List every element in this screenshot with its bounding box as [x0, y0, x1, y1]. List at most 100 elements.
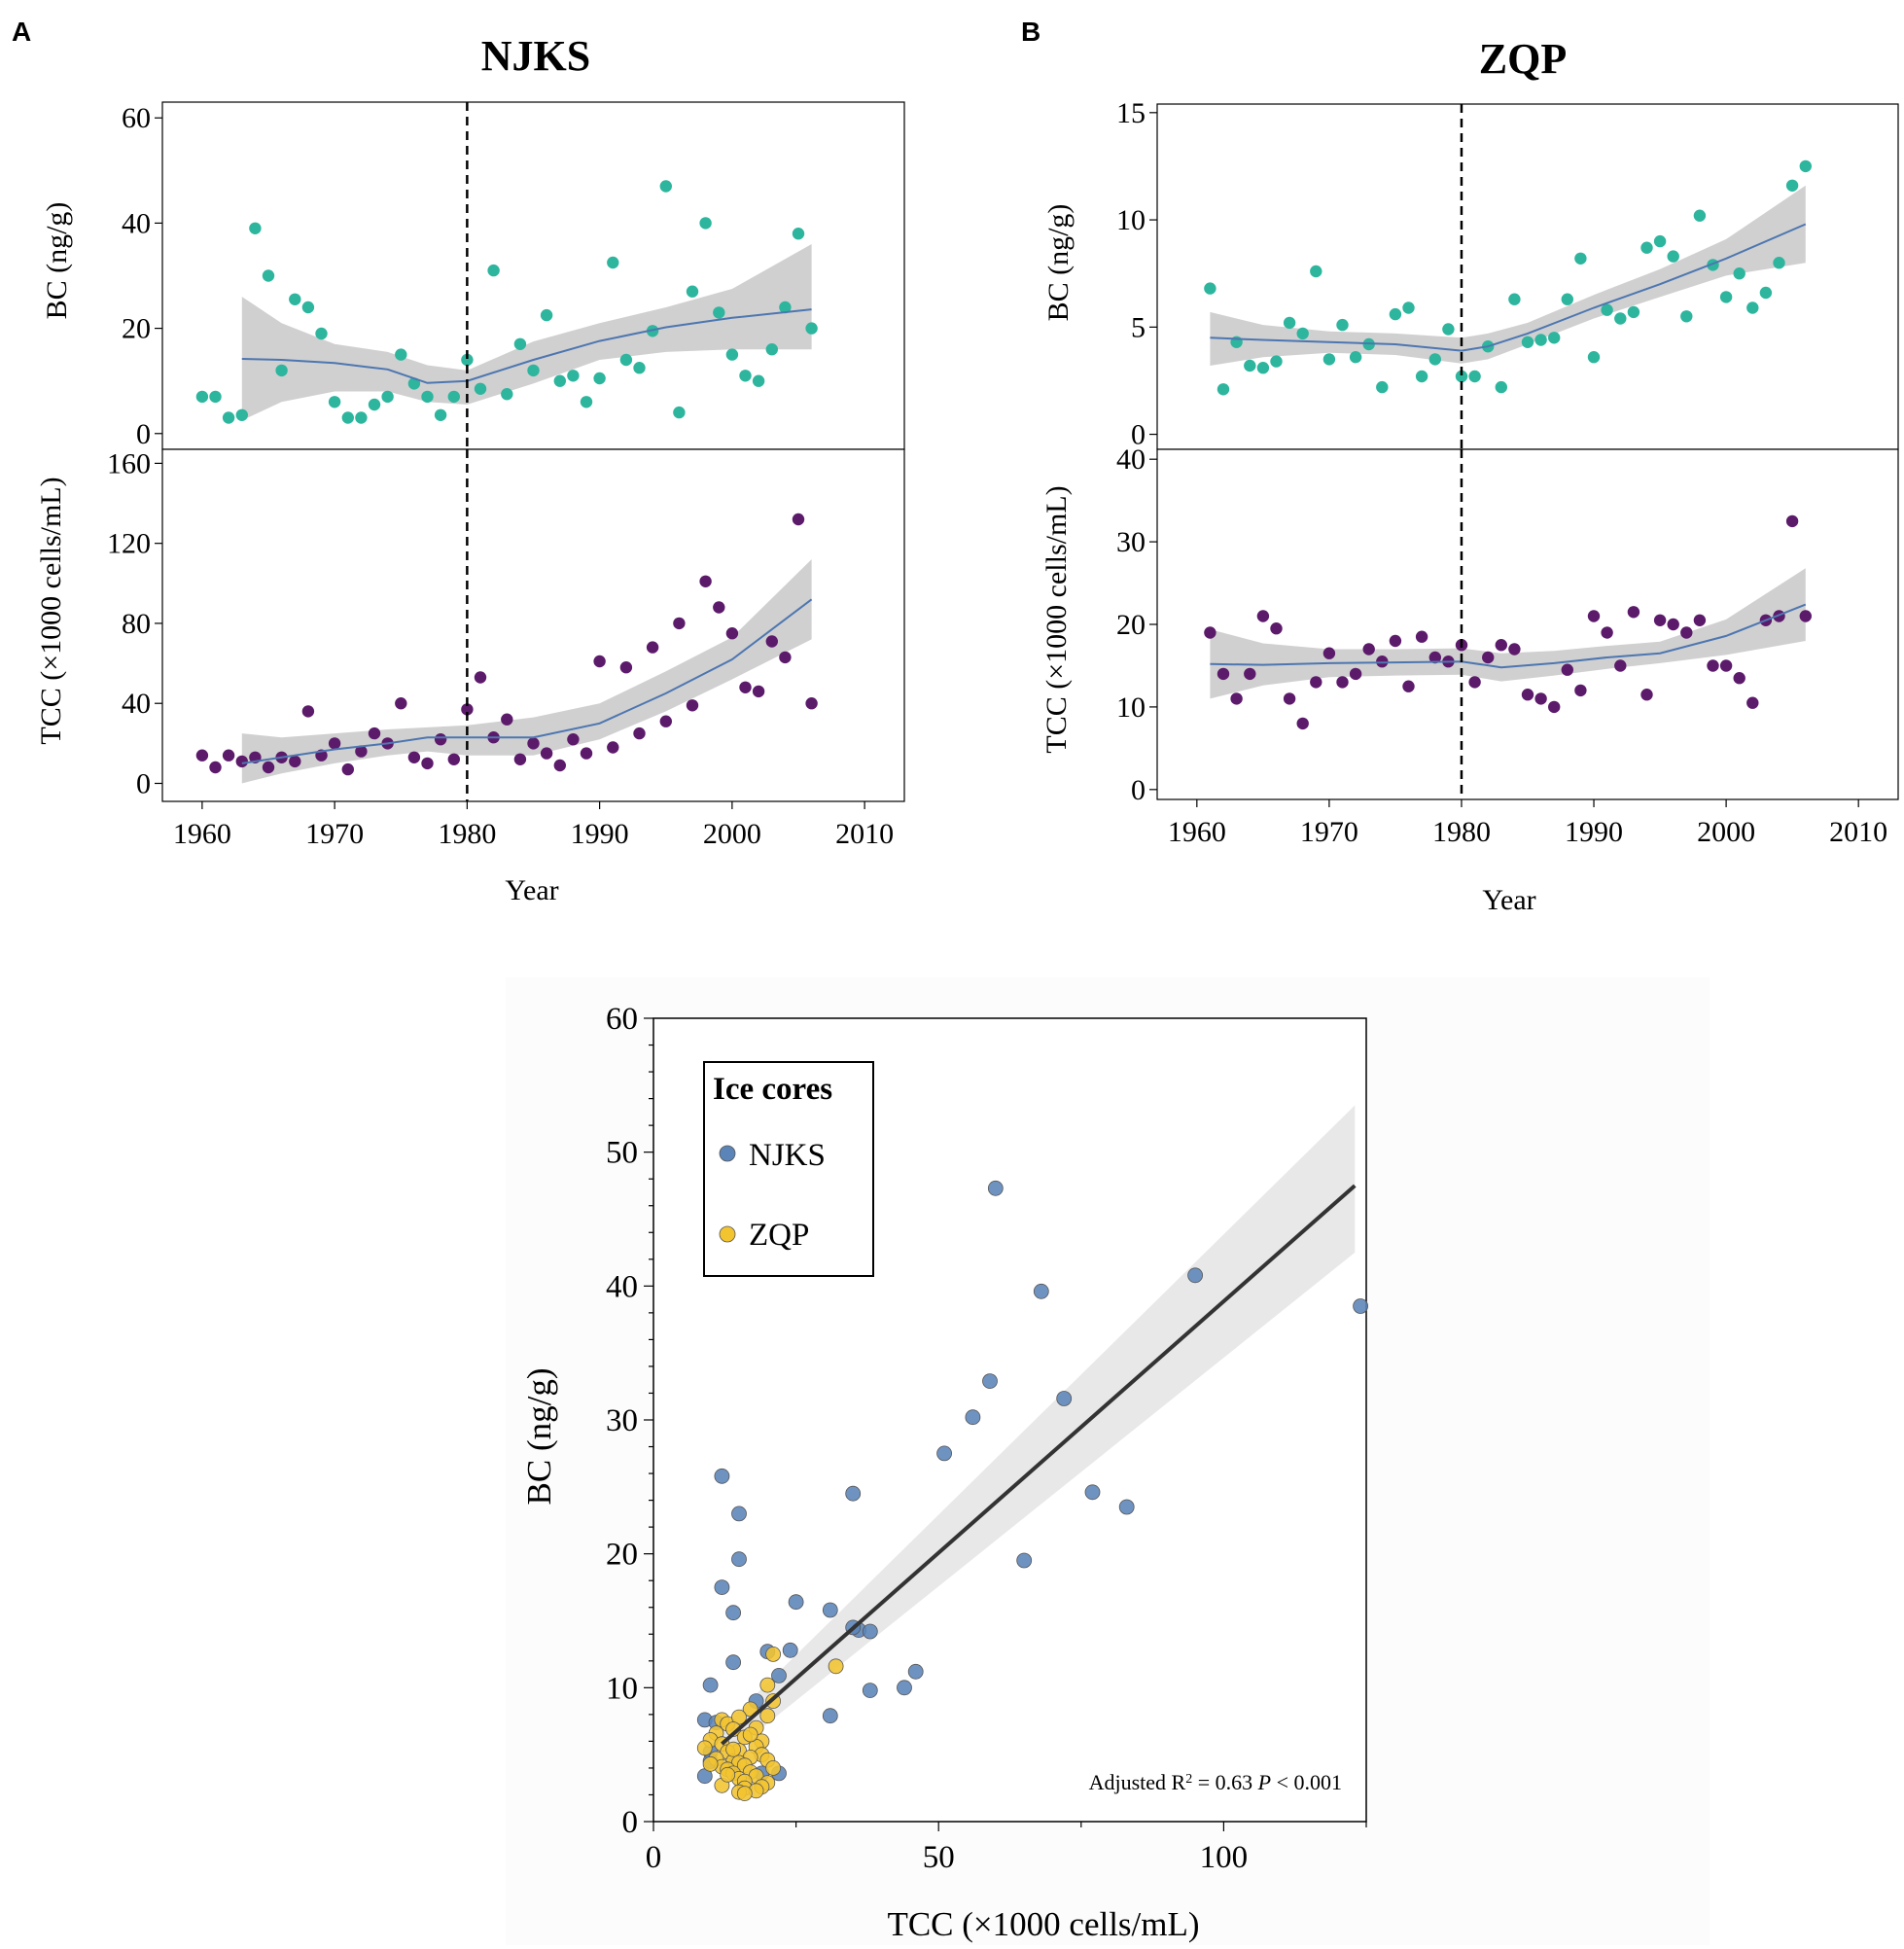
- a-tcc-point: [567, 733, 580, 746]
- b-bc-point: [1521, 336, 1534, 348]
- c-point-njks: [982, 1373, 998, 1389]
- a-bc-point: [355, 411, 368, 424]
- b-bc-point: [1534, 334, 1547, 346]
- b-bc-point: [1216, 383, 1230, 396]
- a-tcc-point: [407, 751, 421, 763]
- c-legend: Ice cores NJKS ZQP: [703, 1061, 874, 1277]
- b-tcc-xtick-label: 2000: [1697, 816, 1755, 848]
- legend-njks-label: NJKS: [749, 1138, 826, 1173]
- c-point-njks: [782, 1642, 798, 1658]
- b-bc-point: [1376, 380, 1389, 394]
- a-tcc-point: [262, 761, 275, 774]
- a-bc-point: [713, 306, 725, 319]
- c-point-njks: [1084, 1484, 1101, 1501]
- b-bc-point: [1495, 380, 1508, 394]
- b-bc-point: [1244, 359, 1256, 372]
- a-bc-point: [368, 398, 381, 411]
- b-tcc-point: [1587, 610, 1601, 622]
- b-tcc-point: [1640, 689, 1653, 701]
- c-point-njks: [965, 1409, 981, 1426]
- c-xtick-label: 50: [923, 1840, 955, 1875]
- a-tcc-point: [713, 601, 725, 614]
- c-point-njks: [731, 1506, 747, 1522]
- a-tcc-ytick-label: 40: [122, 688, 151, 720]
- a-tcc-point: [553, 759, 566, 772]
- a-bc-point: [341, 411, 354, 424]
- a-bc-ylabel: BC (ng/g): [41, 202, 73, 320]
- c-point-njks: [907, 1663, 924, 1680]
- c-annotation-prefix: Adjusted R: [1089, 1770, 1186, 1794]
- c-xtick-label: 100: [1200, 1840, 1249, 1875]
- b-tcc-ytick-label: 10: [1116, 691, 1146, 724]
- a-tcc-point: [659, 715, 672, 727]
- b-bc-frame: [1156, 103, 1899, 450]
- a-tcc-point: [355, 745, 368, 758]
- c-legend-title: Ice cores: [713, 1072, 832, 1107]
- b-tcc-point: [1230, 692, 1243, 705]
- a-bc-point: [395, 348, 407, 361]
- b-bc-point: [1455, 370, 1468, 383]
- c-point-zqp: [759, 1708, 776, 1724]
- a-tcc-point: [805, 697, 818, 710]
- a-bc-point: [673, 406, 686, 419]
- a-tcc-point: [461, 703, 474, 716]
- c-point-njks: [725, 1605, 741, 1621]
- c-point-njks: [822, 1708, 838, 1724]
- b-tcc-point: [1428, 651, 1442, 664]
- a-tcc-point: [633, 726, 646, 740]
- b-tcc-point: [1349, 667, 1362, 681]
- a-bc-point: [235, 408, 248, 421]
- a-bc-point: [580, 396, 593, 408]
- b-bc-point: [1508, 293, 1521, 305]
- b-tcc-point: [1389, 634, 1402, 648]
- b-bc-point: [1322, 353, 1336, 366]
- b-tcc-xtick-label: 1980: [1432, 816, 1491, 848]
- a-bc-point: [607, 256, 619, 269]
- a-tcc-point: [725, 627, 739, 640]
- a-bc-point: [501, 388, 513, 401]
- b-bc-point: [1256, 362, 1270, 374]
- c-point-njks: [702, 1677, 719, 1693]
- b-tcc-point: [1216, 667, 1230, 681]
- a-tcc-ytick-label: 160: [107, 447, 151, 479]
- b-tcc-point: [1561, 663, 1574, 676]
- c-point-njks: [936, 1445, 952, 1462]
- c-point-njks: [1056, 1391, 1073, 1406]
- a-tcc-point: [792, 513, 805, 526]
- b-tcc-point: [1799, 610, 1813, 622]
- a-bc-point: [434, 408, 447, 421]
- a-tcc-xtick-label: 1960: [173, 818, 231, 850]
- a-tcc-point: [540, 747, 553, 760]
- panel-a-title: NJKS: [481, 32, 590, 80]
- a-bc-point: [195, 390, 209, 404]
- b-bc-point: [1442, 323, 1455, 336]
- c-point-zqp: [736, 1786, 753, 1801]
- a-tcc-point: [301, 705, 315, 718]
- a-tcc-xtick-label: 1980: [438, 818, 496, 850]
- legend-njks-marker: [719, 1145, 736, 1162]
- c-plot: 0 10 20 30 40 50 60 0 50 100: [606, 1002, 1368, 1875]
- b-bc-point: [1204, 282, 1216, 295]
- b-tcc-point: [1693, 614, 1707, 626]
- a-bc-ytick-label: 60: [122, 102, 151, 134]
- a-bc-point: [461, 353, 474, 367]
- b-tcc-xtick-label: 1990: [1565, 816, 1623, 848]
- b-tcc-point: [1574, 684, 1587, 697]
- b-bc-point: [1561, 293, 1574, 305]
- b-bc-point: [1680, 310, 1693, 323]
- a-tcc-point: [235, 755, 248, 768]
- a-bc-point: [421, 390, 434, 404]
- c-point-njks: [725, 1654, 741, 1671]
- b-tcc-point: [1402, 680, 1415, 692]
- b-tcc-point: [1534, 692, 1547, 705]
- c-annotation-p: P: [1257, 1770, 1271, 1794]
- a-tcc-point: [474, 671, 487, 684]
- b-tcc-point: [1785, 514, 1799, 528]
- a-bc-point: [540, 308, 553, 322]
- b-tcc-point: [1719, 659, 1733, 672]
- c-xtick-label: 0: [646, 1840, 662, 1875]
- a-tcc-ytick-label: 120: [107, 528, 151, 560]
- b-tcc-plot: 0 10 20 30 40 1960 1970 1980 1990 2000 2010: [1116, 443, 1887, 848]
- b-bc-point: [1389, 307, 1402, 321]
